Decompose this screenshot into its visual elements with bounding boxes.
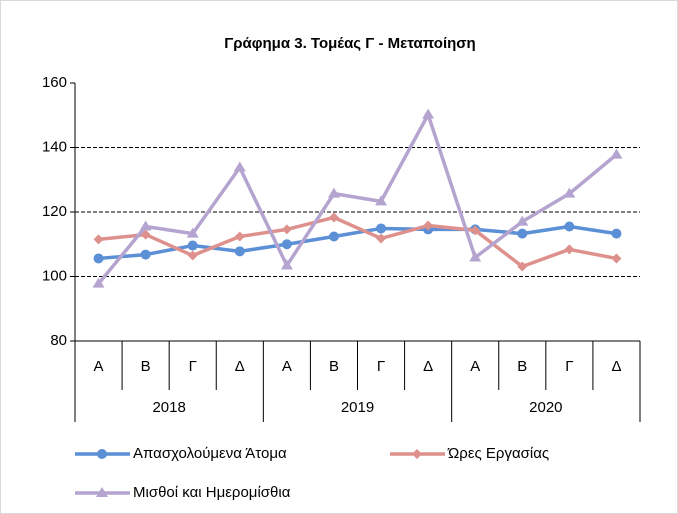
x-tick-label: Δ bbox=[235, 358, 245, 375]
y-tick-label: 160 bbox=[42, 74, 67, 91]
marker bbox=[234, 246, 245, 257]
marker bbox=[611, 253, 622, 264]
y-tick-label: 140 bbox=[42, 138, 67, 155]
marker bbox=[469, 251, 482, 262]
marker bbox=[186, 227, 199, 238]
y-tick-label: 100 bbox=[42, 267, 67, 284]
x-tick-label: Β bbox=[517, 358, 527, 375]
marker bbox=[470, 225, 481, 236]
legend-label: Μισθοί και Ημερομίσθια bbox=[133, 484, 291, 501]
marker bbox=[376, 233, 387, 244]
marker bbox=[375, 195, 388, 206]
x-tick-label: Γ bbox=[189, 358, 197, 375]
series-line bbox=[97, 112, 618, 285]
x-tick-label: Γ bbox=[377, 358, 385, 375]
marker bbox=[423, 220, 434, 231]
x-tick-label: Α bbox=[94, 358, 104, 375]
group-label: 2020 bbox=[529, 399, 562, 416]
chart-title: Γράφημα 3. Τομέας Γ - Μεταποίηση bbox=[224, 35, 475, 52]
marker bbox=[93, 234, 104, 245]
legend-marker bbox=[412, 449, 422, 459]
marker bbox=[234, 231, 245, 242]
y-tick-label: 80 bbox=[50, 332, 67, 349]
marker bbox=[140, 249, 151, 260]
marker bbox=[516, 215, 529, 226]
x-tick-label: Δ bbox=[611, 358, 621, 375]
marker bbox=[563, 187, 576, 198]
marker bbox=[328, 212, 339, 223]
series-line bbox=[98, 224, 617, 261]
marker bbox=[610, 148, 623, 159]
marker bbox=[280, 259, 293, 270]
marker bbox=[328, 231, 339, 242]
marker bbox=[376, 223, 387, 234]
marker bbox=[187, 240, 198, 251]
group-label: 2019 bbox=[341, 399, 374, 416]
marker bbox=[517, 228, 528, 239]
marker bbox=[422, 108, 435, 119]
legend-label: Ώρες Εργασίας bbox=[447, 445, 549, 462]
marker bbox=[92, 277, 105, 288]
x-tick-label: Β bbox=[329, 358, 339, 375]
series-line bbox=[98, 215, 617, 269]
marker bbox=[281, 224, 292, 235]
legend-marker bbox=[96, 487, 108, 497]
marker bbox=[281, 239, 292, 250]
x-tick-label: Γ bbox=[565, 358, 573, 375]
legend-label: Απασχολούμενα Άτομα bbox=[133, 445, 287, 462]
y-tick-label: 120 bbox=[42, 203, 67, 220]
x-tick-label: Α bbox=[282, 358, 292, 375]
marker bbox=[93, 253, 104, 264]
marker bbox=[611, 228, 622, 239]
marker bbox=[327, 187, 340, 198]
x-tick-label: Β bbox=[141, 358, 151, 375]
x-tick-label: Α bbox=[470, 358, 480, 375]
marker bbox=[564, 244, 575, 255]
legend-marker bbox=[97, 449, 107, 459]
marker bbox=[233, 161, 246, 172]
x-tick-label: Δ bbox=[423, 358, 433, 375]
group-label: 2018 bbox=[152, 399, 185, 416]
marker bbox=[564, 221, 575, 232]
marker bbox=[187, 250, 198, 261]
marker bbox=[517, 261, 528, 272]
marker bbox=[139, 220, 152, 231]
